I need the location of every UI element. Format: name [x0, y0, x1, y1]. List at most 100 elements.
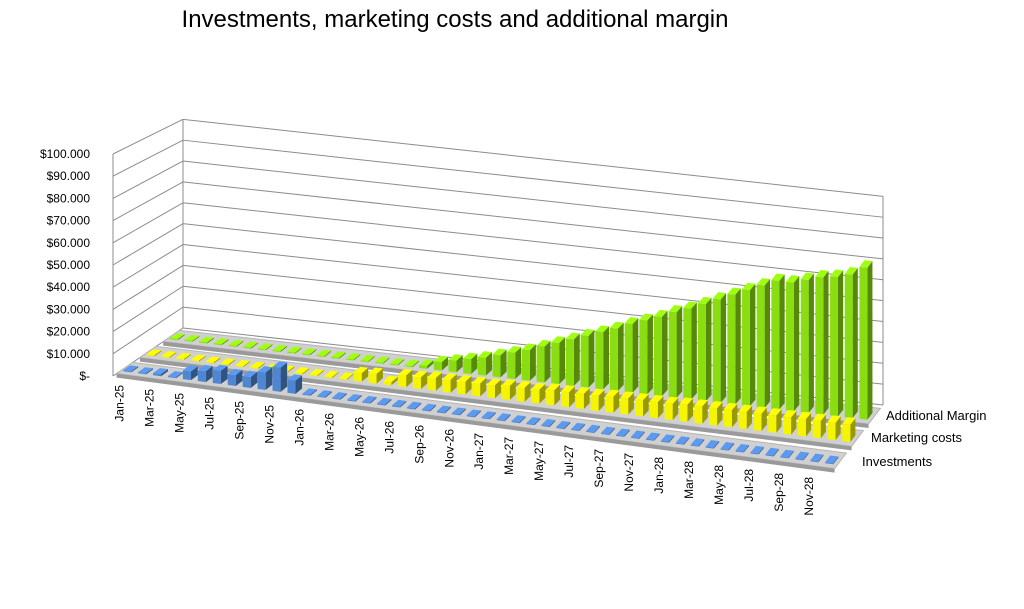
bar-side	[435, 372, 442, 391]
bar-side	[835, 416, 841, 441]
bar-marketing-costs	[353, 366, 369, 382]
bar-additional-margin	[786, 275, 800, 412]
bar-top	[481, 411, 496, 419]
y-tick-label: $40.000	[47, 280, 91, 294]
bar-investments	[511, 415, 526, 424]
bar-investments	[541, 419, 556, 428]
bar-front	[768, 414, 777, 433]
bar-side	[687, 398, 693, 422]
bar-front	[786, 281, 794, 412]
x-tick-label: Sep-27	[592, 449, 606, 488]
bar-side	[250, 371, 258, 388]
bar-marketing-costs	[146, 349, 162, 357]
bar-side	[207, 337, 214, 344]
bar-side	[459, 408, 466, 416]
bar-front	[830, 276, 838, 417]
bar-side	[654, 433, 660, 441]
bar-top	[205, 356, 221, 363]
bar-side	[579, 423, 586, 432]
bar-top	[664, 396, 679, 404]
bar-side	[515, 346, 522, 380]
bar-top	[705, 440, 720, 448]
x-tick-label: Jul-25	[203, 397, 217, 430]
side-gridline	[112, 244, 184, 288]
bar-side	[758, 446, 764, 455]
bar-marketing-costs	[427, 371, 442, 391]
bar-top	[212, 364, 228, 371]
bar-additional-margin	[360, 354, 375, 363]
bar-marketing-costs	[176, 352, 191, 360]
bar-additional-margin	[463, 352, 478, 374]
bar-front	[243, 346, 252, 349]
bar-side	[720, 293, 727, 403]
bar-additional-margin	[243, 341, 258, 349]
back-gridline	[182, 202, 884, 281]
bar-additional-margin	[844, 266, 858, 419]
bar-marketing-costs	[531, 382, 546, 404]
bar-top	[575, 387, 590, 395]
bar-additional-margin	[419, 359, 434, 369]
bar-side	[776, 409, 782, 433]
bar-front	[590, 394, 599, 411]
bar-additional-margin	[551, 336, 566, 385]
bar-top	[466, 409, 481, 417]
bar-top	[756, 278, 771, 286]
bar-front	[383, 381, 392, 386]
bar-side	[509, 380, 516, 401]
bar-additional-margin	[668, 305, 683, 398]
bar-front	[712, 298, 721, 403]
bar-side	[131, 366, 139, 373]
bar-side	[818, 454, 824, 463]
side-gridline	[112, 202, 184, 244]
bar-side	[361, 367, 369, 382]
bar-marketing-costs	[827, 415, 841, 441]
bar-additional-margin	[448, 354, 463, 373]
bar-additional-margin	[213, 338, 229, 346]
series-label: Additional Margin	[886, 408, 986, 423]
bar-top	[451, 407, 466, 415]
bar-front	[228, 344, 237, 347]
bar-additional-margin	[565, 332, 580, 386]
bar-marketing-costs	[635, 393, 649, 417]
bar-marketing-costs	[190, 354, 206, 362]
bar-front	[812, 420, 821, 439]
bar-top	[631, 430, 645, 438]
bar-side	[295, 375, 303, 394]
bar-side	[852, 267, 858, 419]
bar-top	[694, 399, 708, 407]
bar-front	[272, 349, 281, 352]
bar-investments	[705, 440, 720, 449]
back-gridline	[182, 181, 884, 260]
bar-front	[362, 401, 371, 404]
bar-additional-margin	[536, 339, 551, 383]
bar-marketing-costs	[709, 401, 723, 426]
bar-side	[617, 322, 624, 391]
bar-additional-margin	[169, 333, 185, 341]
bar-side	[355, 395, 362, 402]
bar-top	[561, 385, 575, 393]
bar-side	[788, 450, 794, 459]
bar-side	[867, 261, 873, 420]
bar-front	[575, 393, 584, 410]
bar-investments	[645, 432, 660, 441]
bar-front	[620, 397, 629, 415]
bar-front	[735, 450, 744, 453]
bar-side	[310, 389, 317, 396]
bar-side	[713, 441, 720, 449]
bar-front	[427, 376, 436, 391]
bar-top	[780, 449, 794, 458]
bar-side	[683, 437, 690, 445]
bar-front	[392, 405, 401, 408]
bar-side	[624, 429, 630, 437]
bar-top	[457, 374, 472, 382]
bar-investments	[690, 438, 705, 447]
bar-additional-margin	[639, 313, 653, 395]
bar-additional-margin	[653, 309, 668, 396]
bar-top	[797, 411, 812, 420]
bar-marketing-costs	[250, 361, 265, 369]
bar-top	[287, 346, 302, 353]
bar-front	[301, 353, 310, 356]
bar-side	[309, 349, 317, 356]
bar-top	[287, 374, 303, 381]
bar-top	[645, 432, 660, 440]
